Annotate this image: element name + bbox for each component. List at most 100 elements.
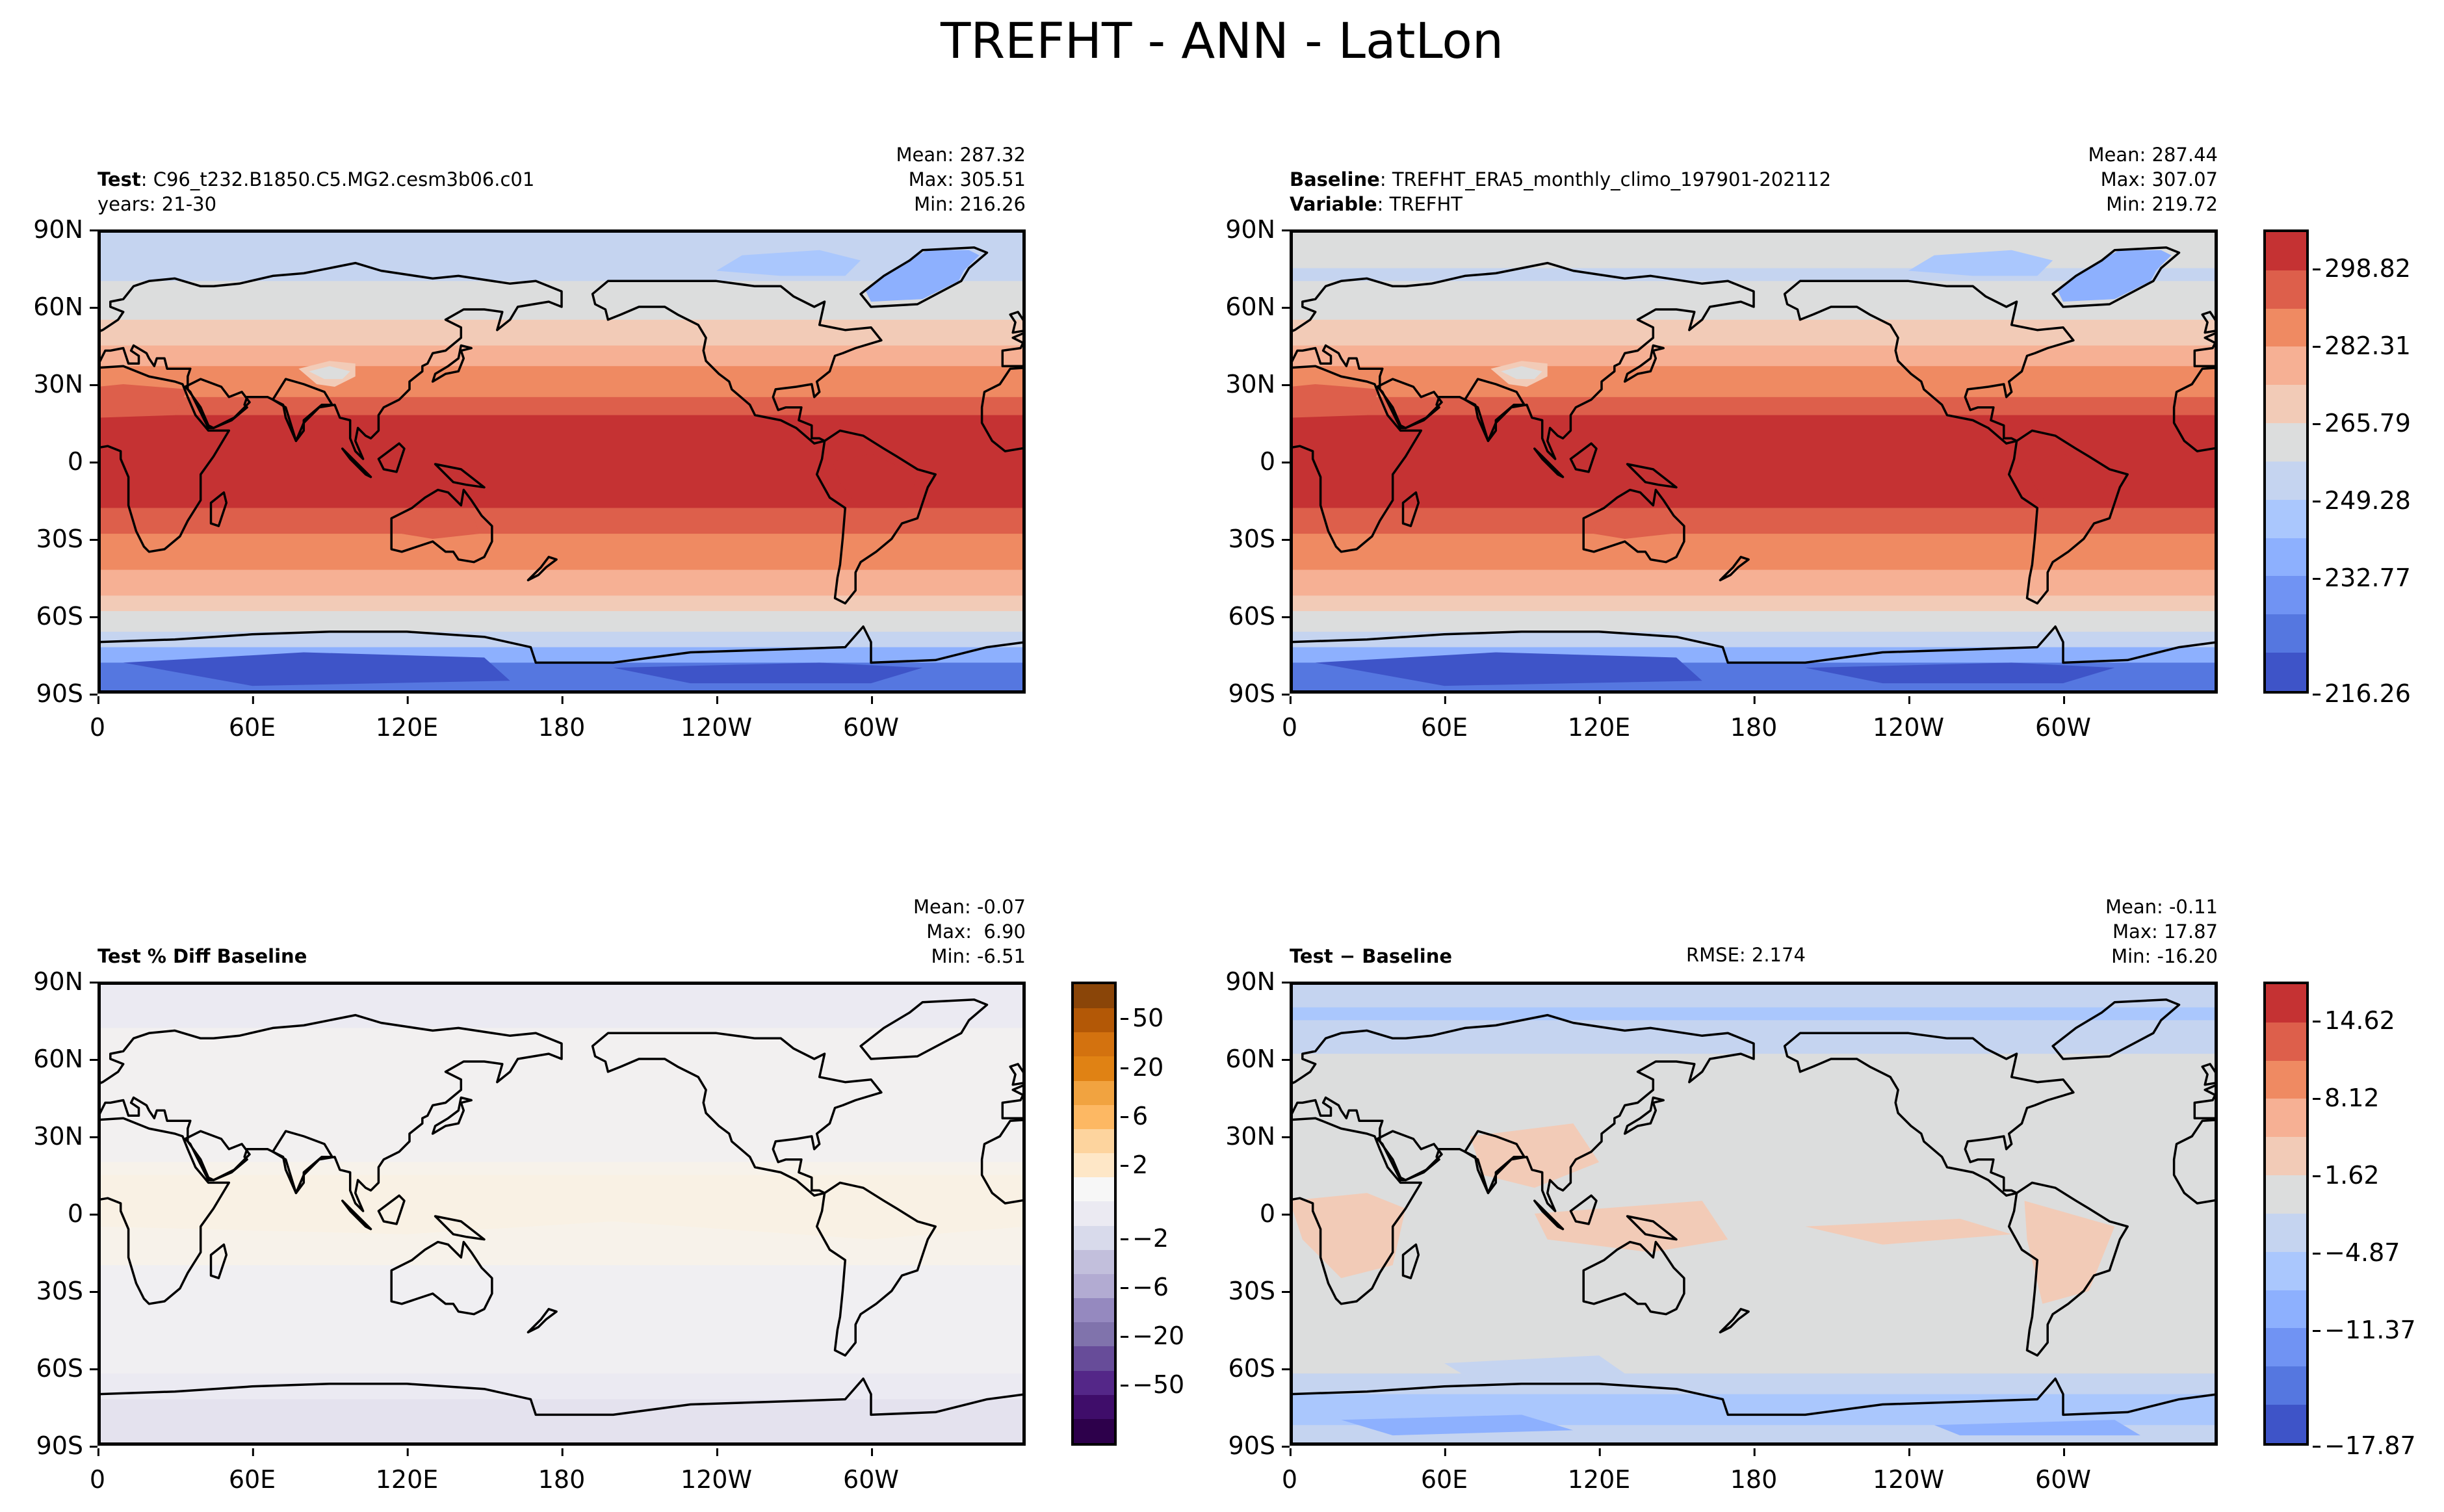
lat-tick-label: 90S xyxy=(1228,679,1290,708)
colorbar-segment xyxy=(1074,1008,1114,1033)
baseline-label: Baseline xyxy=(1290,168,1380,190)
lon-tick-label: 120E xyxy=(375,1448,439,1494)
colorbar-segment xyxy=(1074,1080,1114,1105)
pctdiff-panel: Test % Diff Baseline Mean: -0.07 Max: 6.… xyxy=(33,896,1026,1494)
colorbar-tick-label: 1.62 xyxy=(2313,1160,2380,1190)
colorbar-tick-label: 50 xyxy=(1120,1004,1164,1033)
colorbar-segment xyxy=(1074,1298,1114,1323)
colorbar-segment xyxy=(2266,385,2306,424)
diff-rmse: RMSE: 2.174 xyxy=(1686,944,1806,966)
colorbar-segment xyxy=(2266,576,2306,615)
lat-tick-label: 60S xyxy=(36,1354,98,1383)
figure-title: TREFHT - ANN - LatLon xyxy=(940,12,1504,70)
colorbar-segment xyxy=(2266,1022,2306,1061)
lon-tick-label: 60W xyxy=(843,696,899,742)
colorbar-segment xyxy=(2266,1290,2306,1329)
lat-tick-label: 90N xyxy=(1225,967,1290,996)
colorbar-segment xyxy=(2266,538,2306,577)
colorbar-tick-label: −17.87 xyxy=(2313,1431,2416,1460)
baseline-panel: Baseline: TREFHT_ERA5_monthly_climo_1979… xyxy=(1225,144,2218,742)
colorbar-segment xyxy=(1074,1177,1114,1202)
lon-tick-label: 120W xyxy=(680,696,753,742)
colorbar-segment xyxy=(1074,1128,1114,1154)
lat-tick-label: 30N xyxy=(1225,370,1290,398)
colorbar-segment xyxy=(2266,1060,2306,1099)
colorbar-segment xyxy=(1074,1201,1114,1226)
diff-mean: Mean: -0.11 xyxy=(2105,896,2218,918)
colorbar-segment xyxy=(1074,1273,1114,1299)
lat-tick-label: 60N xyxy=(33,293,98,321)
colorbar-segment xyxy=(1074,1249,1114,1274)
colorbar-tick-label: −4.87 xyxy=(2312,1238,2400,1267)
colorbar-segment xyxy=(1074,1370,1114,1395)
test-min: Min: 216.26 xyxy=(914,193,1026,215)
lon-tick-label: 60E xyxy=(228,696,276,742)
pctdiff-max: Max: 6.90 xyxy=(926,920,1026,943)
lon-tick-label: 180 xyxy=(538,696,586,742)
colorbar-tick-label: 232.77 xyxy=(2313,563,2411,592)
colorbar-segment xyxy=(1074,984,1114,1009)
colorbar-tick-label: −20 xyxy=(1120,1321,1185,1350)
test-label: Test xyxy=(98,168,141,190)
colorbar-segment xyxy=(2266,423,2306,462)
colorbar-tick-label: 216.26 xyxy=(2313,679,2411,708)
baseline-max: Max: 307.07 xyxy=(2100,168,2218,190)
diff-colorbar xyxy=(2263,982,2309,1446)
diff-map xyxy=(1290,982,2218,1446)
colorbar-segment xyxy=(2266,1251,2306,1290)
colorbar-segment xyxy=(1074,1104,1114,1129)
lat-tick-label: 60S xyxy=(1228,1354,1290,1383)
lat-tick-label: 30S xyxy=(1228,1277,1290,1305)
colorbar-segment xyxy=(2266,1137,2306,1176)
lon-tick-label: 180 xyxy=(538,1448,586,1494)
lat-tick-label: 90S xyxy=(36,679,98,708)
test-map xyxy=(98,229,1026,694)
lat-tick-label: 30N xyxy=(33,370,98,398)
lon-tick-label: 0 xyxy=(1281,696,1298,742)
test-mean: Mean: 287.32 xyxy=(896,144,1026,166)
lat-tick-label: 0 xyxy=(1259,1199,1290,1228)
colorbar-segment xyxy=(1074,1394,1114,1419)
lon-tick-label: 120E xyxy=(375,696,439,742)
colorbar-tick-label: 298.82 xyxy=(2313,254,2411,283)
colorbar-segment xyxy=(1074,1056,1114,1081)
lon-tick-label: 120E xyxy=(1567,1448,1631,1494)
lat-tick-label: 0 xyxy=(1259,447,1290,476)
lat-tick-label: 90N xyxy=(33,967,98,996)
test-panel: Test: C96_t232.B1850.C5.MG2.cesm3b06.c01… xyxy=(33,144,1026,742)
baseline-case-label: Baseline: TREFHT_ERA5_monthly_climo_1979… xyxy=(1290,168,1832,215)
lat-tick-label: 90S xyxy=(36,1431,98,1460)
baseline-mean: Mean: 287.44 xyxy=(2088,144,2218,166)
lat-tick-label: 30N xyxy=(1225,1122,1290,1151)
lon-tick-label: 120W xyxy=(680,1448,753,1494)
test-years: years: 21-30 xyxy=(98,193,217,215)
colorbar-segment xyxy=(2266,461,2306,500)
colorbar-segment xyxy=(2266,653,2306,691)
colorbar-segment xyxy=(1074,1153,1114,1178)
colorbar-segment xyxy=(2266,1213,2306,1252)
colorbar-segment xyxy=(2266,1366,2306,1405)
colorbar-segment xyxy=(1074,1418,1114,1443)
colorbar-segment xyxy=(2266,346,2306,385)
colorbar-segment xyxy=(2266,270,2306,309)
field-colorbar xyxy=(2263,229,2309,694)
diff-min: Min: -16.20 xyxy=(2111,945,2218,967)
colorbar-segment xyxy=(1074,1225,1114,1250)
colorbar-segment xyxy=(2266,499,2306,538)
variable-label: Variable xyxy=(1290,193,1377,215)
lat-tick-label: 30S xyxy=(1228,525,1290,553)
lat-tick-label: 60N xyxy=(1225,293,1290,321)
baseline-map xyxy=(1290,229,2218,694)
pctdiff-colorbar xyxy=(1071,982,1117,1446)
lon-tick-label: 120W xyxy=(1872,1448,1945,1494)
colorbar-tick-label: −2 xyxy=(1120,1223,1169,1253)
lat-tick-label: 60S xyxy=(1228,602,1290,631)
pctdiff-label: Test % Diff Baseline xyxy=(98,945,307,967)
lon-tick-label: 60W xyxy=(843,1448,899,1494)
test-case-name: C96_t232.B1850.C5.MG2.cesm3b06.c01 xyxy=(153,168,535,190)
diff-stats: Mean: -0.11 Max: 17.87 Min: -16.20 xyxy=(2105,894,2218,969)
pctdiff-stats: Mean: -0.07 Max: 6.90 Min: -6.51 xyxy=(913,894,1026,969)
colorbar-tick-label: −50 xyxy=(1120,1370,1185,1400)
colorbar-segment xyxy=(2266,308,2306,347)
variable-name: TREFHT xyxy=(1389,193,1462,215)
